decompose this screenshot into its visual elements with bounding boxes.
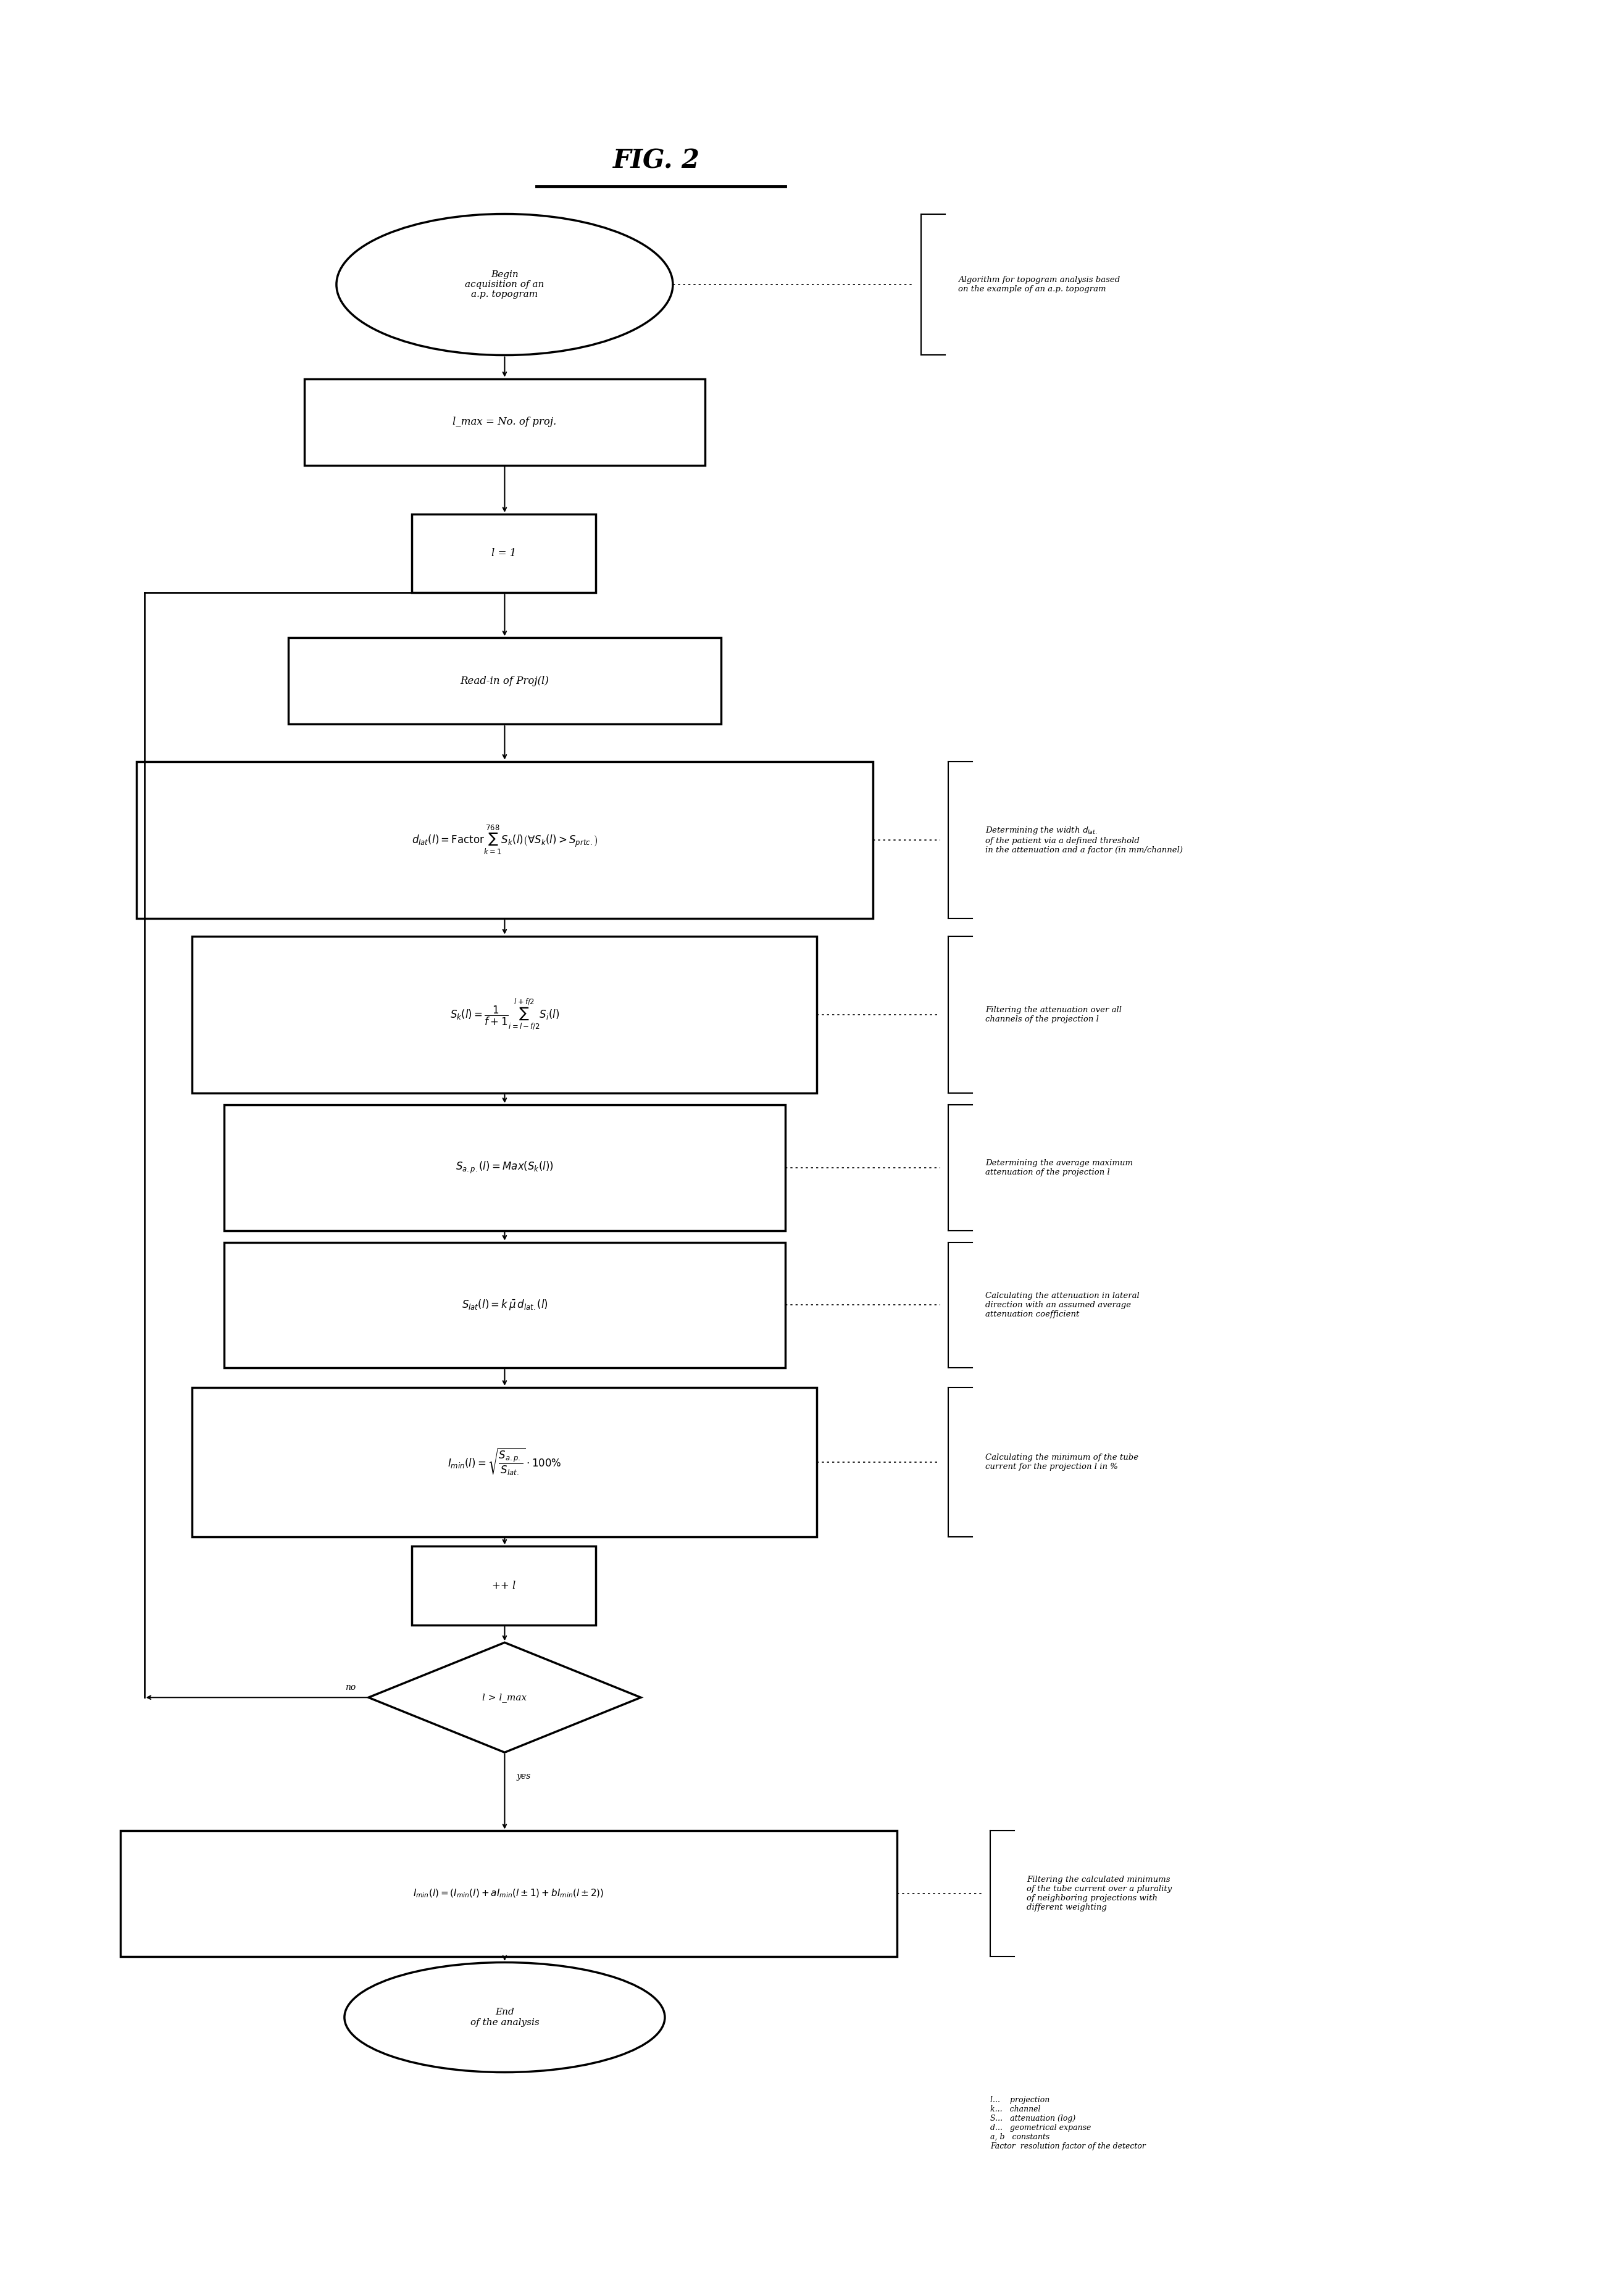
Text: Algorithm for topogram analysis based
on the example of an a.p. topogram: Algorithm for topogram analysis based on… (958, 276, 1120, 294)
Text: $S_{lat}(l) = k\,\bar{\mu}\,d_{lat.}(l)$: $S_{lat}(l) = k\,\bar{\mu}\,d_{lat.}(l)$ (461, 1297, 548, 1311)
Text: $I_{min}(l) = \sqrt{\dfrac{S_{a.p.}}{S_{lat.}}}\cdot 100\%$: $I_{min}(l) = \sqrt{\dfrac{S_{a.p.}}{S_{… (447, 1446, 562, 1476)
Text: $S_k(l) = \dfrac{1}{f+1}\sum_{i=l-f/2}^{l+f/2}S_i(l)$: $S_k(l) = \dfrac{1}{f+1}\sum_{i=l-f/2}^{… (450, 996, 559, 1031)
Text: l > l_max: l > l_max (482, 1692, 527, 1701)
Text: $d_{lat}(l) = \mathrm{Factor}\sum_{k=1}^{768}S_k(l)\left(\forall S_k(l) > S_{prt: $d_{lat}(l) = \mathrm{Factor}\sum_{k=1}^… (412, 824, 598, 856)
Text: Filtering the attenuation over all
channels of the projection l: Filtering the attenuation over all chann… (985, 1006, 1121, 1024)
Text: FIG. 2: FIG. 2 (614, 147, 700, 174)
Text: l...    projection
k...   channel
S...   attenuation (log)
d...   geometrical ex: l... projection k... channel S... attenu… (990, 2096, 1145, 2149)
Text: Read-in of Proj(l): Read-in of Proj(l) (460, 675, 549, 687)
Text: no: no (344, 1683, 356, 1692)
Text: Begin
acquisition of an
a.p. topogram: Begin acquisition of an a.p. topogram (465, 271, 545, 298)
Text: $I_{min}(l) = \left(I_{min}(l) + aI_{min}(l\pm 1) + bI_{min}(l\pm 2)\right)$: $I_{min}(l) = \left(I_{min}(l) + aI_{min… (413, 1887, 604, 1899)
Text: ++ l: ++ l (492, 1580, 516, 1591)
Text: $S_{a.p.}(l) = Max\left(S_k(l)\right)$: $S_{a.p.}(l) = Max\left(S_k(l)\right)$ (455, 1159, 554, 1176)
Text: yes: yes (517, 1773, 530, 1782)
Text: Calculating the attenuation in lateral
direction with an assumed average
attenua: Calculating the attenuation in lateral d… (985, 1293, 1139, 1318)
Text: End
of the analysis: End of the analysis (469, 2009, 540, 2027)
Text: Determining the width $d_{lat.}$
of the patient via a defined threshold
in the a: Determining the width $d_{lat.}$ of the … (985, 824, 1182, 854)
Text: Calculating the minimum of the tube
current for the projection l in %: Calculating the minimum of the tube curr… (985, 1453, 1139, 1472)
Text: Determining the average maximum
attenuation of the projection l: Determining the average maximum attenuat… (985, 1159, 1133, 1176)
Text: l_max = No. of proj.: l_max = No. of proj. (453, 416, 556, 427)
Text: l = 1: l = 1 (492, 549, 516, 558)
Text: Filtering the calculated minimums
of the tube current over a plurality
of neighb: Filtering the calculated minimums of the… (1027, 1876, 1173, 1913)
